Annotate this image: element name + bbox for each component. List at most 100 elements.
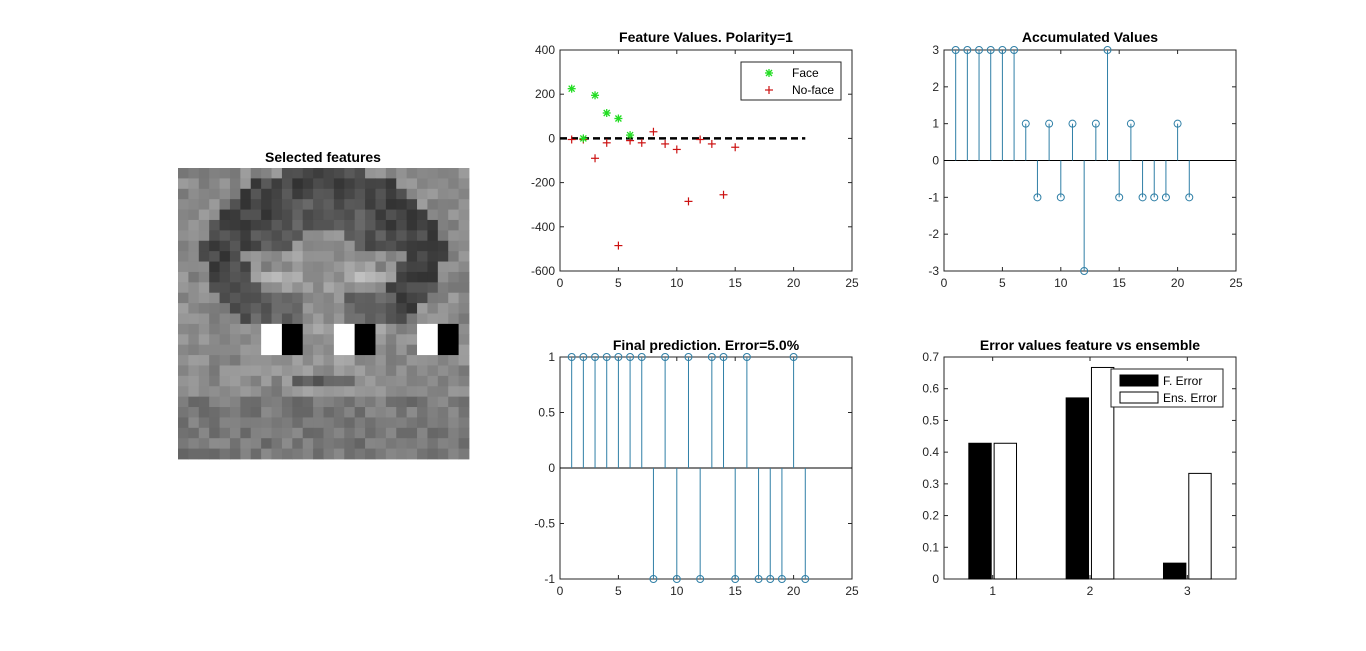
- y-tick-label: -1: [928, 190, 939, 204]
- face-pixel: [313, 168, 324, 179]
- face-pixel: [209, 355, 220, 366]
- face-pixel: [427, 188, 439, 200]
- face-pixel: [344, 365, 356, 377]
- face-pixel: [313, 438, 324, 449]
- face-pixel: [188, 334, 200, 346]
- face-pixel: [333, 303, 345, 314]
- face-pixel: [333, 313, 345, 325]
- y-tick-label: 0.3: [922, 477, 939, 491]
- face-pixel: [281, 261, 293, 273]
- face-pixel: [271, 427, 283, 439]
- face-pixel: [427, 407, 439, 418]
- face-pixel: [281, 313, 293, 325]
- face-pixel: [437, 209, 449, 221]
- face-pixel: [188, 438, 200, 449]
- face-pixel: [281, 292, 293, 304]
- face-pixel: [365, 417, 376, 429]
- face-pixel: [250, 365, 262, 377]
- face-pixel: [396, 344, 408, 356]
- face-pixel: [240, 303, 252, 314]
- face-pixel: [323, 230, 335, 242]
- x-tick-label: 25: [845, 584, 859, 598]
- face-pixel: [385, 438, 397, 449]
- face-pixel: [219, 438, 231, 449]
- noface-marker: [602, 138, 611, 147]
- y-tick-label: 0: [548, 131, 555, 145]
- face-pixel: [240, 271, 252, 283]
- face-pixel: [219, 448, 231, 460]
- face-pixel: [448, 427, 459, 439]
- face-pixel: [375, 188, 387, 200]
- face-pixel: [302, 427, 314, 439]
- face-pixel: [302, 292, 314, 304]
- face-pixel: [323, 427, 335, 439]
- face-pixel: [375, 355, 387, 366]
- face-pixel: [448, 365, 459, 377]
- face-pixel: [365, 261, 376, 273]
- face-pixel: [448, 282, 459, 294]
- face-pixel: [261, 386, 272, 398]
- noface-marker: [719, 190, 728, 199]
- face-pixel: [302, 407, 314, 418]
- face-pixel: [375, 344, 387, 356]
- face-pixel: [417, 261, 428, 273]
- face-pixel: [250, 282, 262, 294]
- face-pixel: [250, 344, 262, 356]
- face-pixel: [427, 271, 439, 283]
- face-pixel: [302, 240, 314, 252]
- face-pixel: [323, 209, 335, 221]
- face-pixel: [406, 251, 418, 262]
- face-pixel: [229, 178, 241, 190]
- stem-marker: [661, 353, 670, 361]
- face-pixel: [427, 251, 439, 262]
- face-pixel: [219, 375, 231, 387]
- face-pixel: [188, 219, 200, 231]
- stem-marker: [719, 353, 728, 361]
- stem-marker: [579, 353, 588, 361]
- face-pixel: [354, 240, 366, 252]
- face-pixel: [458, 448, 470, 460]
- face-pixel: [198, 178, 210, 190]
- face-pixel: [458, 240, 470, 252]
- face-pixel: [406, 448, 418, 460]
- x-tick-label: 5: [999, 276, 1006, 290]
- noface-marker: [684, 197, 693, 206]
- noface-marker: [637, 138, 646, 147]
- face-pixel: [261, 178, 272, 190]
- face-pixel: [417, 292, 428, 304]
- noface-marker: [672, 145, 681, 154]
- face-pixel: [302, 219, 314, 231]
- face-pixel: [261, 438, 272, 449]
- face-pixel: [448, 407, 459, 418]
- face-pixel: [292, 448, 304, 460]
- face-pixel: [313, 417, 324, 429]
- face-pixel: [198, 313, 210, 325]
- x-tick-label: 20: [1171, 276, 1185, 290]
- stem-marker: [1021, 119, 1030, 128]
- face-pixel: [448, 240, 459, 252]
- face-pixel: [302, 251, 314, 262]
- face-pixel: [188, 396, 200, 408]
- face-pixel: [219, 261, 231, 273]
- stem-marker: [1068, 119, 1077, 128]
- x-tick-label: 2: [1087, 584, 1094, 598]
- haar-feature-3: [417, 323, 459, 356]
- bar-ensemble-error: [1090, 366, 1115, 580]
- face-pixel: [292, 282, 304, 294]
- x-tick-label: 0: [941, 276, 948, 290]
- face-pixel: [406, 355, 418, 366]
- face-pixel: [198, 386, 210, 398]
- face-pixel: [375, 323, 387, 335]
- y-tick-label: 0: [932, 154, 939, 168]
- face-pixel: [458, 188, 470, 200]
- face-pixel: [188, 417, 200, 429]
- x-tick-label: 15: [729, 276, 743, 290]
- face-pixel: [250, 313, 262, 325]
- face-pixel: [261, 396, 272, 408]
- face-pixel: [396, 355, 408, 366]
- face-pixel: [178, 178, 189, 190]
- legend-label-ensemble-error: Ens. Error: [1163, 391, 1217, 405]
- face-pixel: [427, 240, 439, 252]
- face-pixel: [281, 209, 293, 221]
- face-pixel: [313, 313, 324, 325]
